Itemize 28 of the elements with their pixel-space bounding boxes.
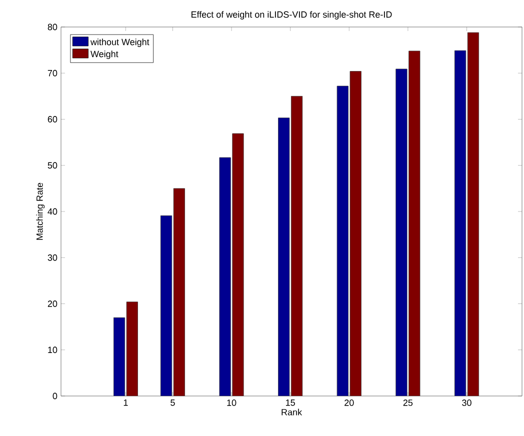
bar <box>467 32 479 396</box>
bar <box>408 50 420 396</box>
x-axis-title: Rank <box>282 408 302 416</box>
y-tick-label: 40 <box>48 208 58 215</box>
x-tick-label: 1 <box>124 400 128 406</box>
bar <box>232 133 244 396</box>
x-tick-label: 20 <box>344 400 354 406</box>
y-tick-label: 80 <box>48 24 58 30</box>
y-tick-label: 70 <box>48 70 58 76</box>
y-tick-label: 0 <box>52 392 58 400</box>
x-tick-label: 15 <box>286 400 295 406</box>
x-tick-label: 10 <box>227 400 236 406</box>
y-axis-title: Matching Rate <box>36 182 45 240</box>
bar <box>350 71 362 396</box>
y-tick-label: 10 <box>48 346 58 354</box>
y-tick-label: 50 <box>48 162 58 169</box>
x-tick-label: 30 <box>462 400 472 406</box>
y-tick-label: 20 <box>48 300 58 307</box>
x-tick-label: 5 <box>170 400 175 406</box>
y-tick-label: 30 <box>48 254 58 261</box>
bar <box>126 302 138 396</box>
y-tick-label: 60 <box>48 116 58 122</box>
x-tick-label: 25 <box>403 400 413 406</box>
legend-label: Weight <box>90 50 118 59</box>
legend-label: without Weight <box>90 38 150 47</box>
bar <box>291 96 303 396</box>
chart-title: Effect of weight on iLIDS-VID for single-shot Re-ID <box>192 11 392 20</box>
bar <box>173 188 185 396</box>
